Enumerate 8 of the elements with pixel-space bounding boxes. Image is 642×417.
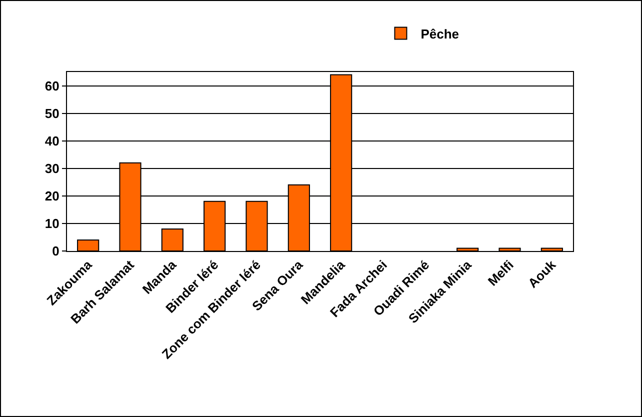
y-tick-label: 50: [44, 106, 60, 121]
y-tick-label: 10: [44, 216, 60, 232]
y-tick-label: 0: [52, 244, 60, 259]
y-tick-label: 40: [44, 133, 60, 148]
y-tick-label: 60: [44, 78, 60, 94]
y-tick-label: 30: [44, 160, 60, 176]
legend-label: Pêche: [420, 26, 460, 42]
y-tick-label: 20: [44, 188, 60, 204]
